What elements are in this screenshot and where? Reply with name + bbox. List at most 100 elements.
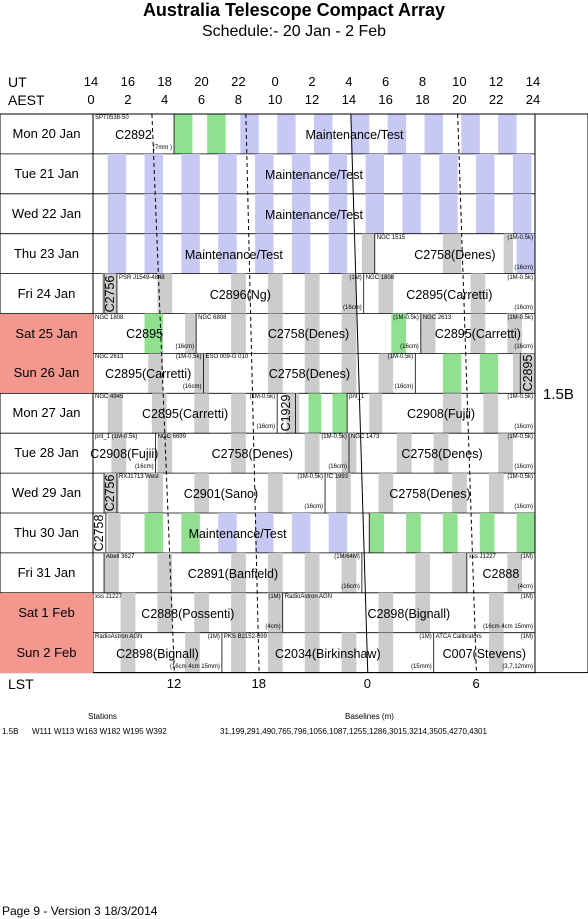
- page-subtitle: Schedule:- 20 Jan - 2 Feb: [201, 23, 387, 40]
- shade-strip: [120, 632, 136, 673]
- project-label: C2895(Carretti): [142, 407, 229, 422]
- project-label: C2898(Bignall): [116, 646, 199, 661]
- shade-strip: [507, 313, 523, 354]
- shade-strip: [144, 513, 163, 553]
- shade-strip: [479, 513, 495, 553]
- config-note: (1M): [419, 633, 432, 640]
- config-note: (1M-0.5k): [175, 354, 202, 361]
- band-note: (16cm 4cm 15mm): [482, 623, 533, 630]
- shade-strip: [516, 233, 535, 274]
- project-label: C2758(Denes): [268, 367, 351, 382]
- shade-strip: [267, 552, 283, 593]
- ut-tick: 6: [382, 74, 390, 89]
- day-label: Fri 24 Jan: [17, 285, 76, 301]
- aest-tick: 20: [452, 92, 467, 107]
- config-note: (1M-0.5k): [507, 274, 533, 281]
- shade-strip: [304, 632, 320, 673]
- project-label: C2756: [103, 275, 118, 312]
- shade-strip: [255, 193, 274, 234]
- shade-strip: [144, 153, 163, 194]
- source-label: NGC 1808: [365, 274, 395, 281]
- shade-strip: [439, 193, 458, 234]
- source-label: ATCA Calibrators: [435, 633, 482, 640]
- ut-tick: 20: [194, 74, 209, 89]
- shade-strip: [479, 353, 499, 394]
- aest-tick: 10: [267, 92, 283, 107]
- shade-strip: [328, 193, 348, 234]
- project-label: C2888: [482, 566, 520, 581]
- source-label: NGC 2613: [422, 314, 452, 321]
- project-label: C1929: [279, 394, 294, 432]
- shade-strip: [378, 592, 394, 633]
- shade-strip: [476, 193, 495, 234]
- source-label: Abell 3627: [106, 553, 135, 560]
- baselines-heading: Baselines (m): [345, 712, 394, 721]
- aest-tick: 16: [378, 92, 393, 107]
- day-label: Wed 22 Jan: [11, 205, 82, 221]
- shade-strip: [406, 513, 421, 553]
- ut-tick: 14: [525, 74, 541, 89]
- shade-strip: [174, 114, 193, 154]
- shade-strip: [369, 513, 384, 553]
- shade-strip: [181, 153, 200, 194]
- day-label: Thu 30 Jan: [13, 525, 80, 540]
- band-note: (16cm): [400, 344, 419, 351]
- aest-tick: 4: [161, 92, 169, 107]
- project-label: C2758(Denes): [211, 447, 293, 462]
- shade-strip: [255, 153, 274, 194]
- shade-strip: [378, 353, 394, 394]
- source-label: NGC 1473: [350, 434, 380, 441]
- source-label: IC 1993: [327, 474, 349, 481]
- day-label: Tue 28 Jan: [14, 445, 79, 461]
- source-label: SPT0538-50: [95, 115, 129, 121]
- aest-tick: 6: [197, 92, 206, 107]
- project-label: Maintenance/Test: [265, 167, 363, 182]
- config-note: (1M-0.5k): [507, 394, 533, 401]
- ut-tick: 18: [157, 74, 172, 89]
- source-label: RadioAstron AGN: [284, 593, 333, 600]
- lst-axis-label: LST: [8, 676, 34, 692]
- shade-strip: [304, 592, 320, 633]
- shade-strip: [488, 632, 504, 673]
- config-note: (1M-0.5k): [507, 234, 533, 241]
- shade-strip: [218, 193, 237, 234]
- shade-strip: [512, 193, 532, 234]
- aest-tick: 14: [341, 92, 357, 107]
- shade-strip: [286, 393, 300, 434]
- shade-strip: [151, 393, 167, 434]
- array-config-label: 1.5B: [543, 386, 574, 403]
- stations-heading: Stations: [88, 712, 117, 721]
- shade-strip: [231, 313, 246, 354]
- day-label: Fri 31 Jan: [17, 564, 76, 580]
- shade-strip: [498, 433, 513, 474]
- shade-strip: [107, 513, 121, 553]
- project-label: C2891(Banfield): [187, 566, 279, 581]
- band-note: (16cm): [514, 424, 533, 431]
- config-note: (1M): [520, 553, 533, 560]
- shade-strip: [336, 473, 351, 513]
- shade-strip: [341, 353, 357, 394]
- ut-tick: 14: [83, 74, 99, 89]
- band-note: (16cm): [175, 344, 195, 351]
- shade-strip: [157, 273, 173, 314]
- project-label: C2895: [126, 327, 163, 342]
- shade-strip: [512, 353, 535, 394]
- lst-track-line: [151, 113, 175, 673]
- project-label: C2901(Sano): [183, 487, 259, 502]
- shade-strip: [442, 353, 462, 394]
- lst-tick: 18: [251, 676, 266, 691]
- shade-strip: [181, 233, 200, 274]
- shade-strip: [277, 114, 296, 154]
- shade-strip: [488, 592, 504, 633]
- shade-strip: [218, 153, 237, 194]
- shade-strip: [396, 433, 412, 474]
- day-label: Sun 2 Feb: [0, 632, 93, 673]
- ut-tick: 12: [488, 74, 504, 89]
- project-label: C2908(Fujii): [407, 407, 476, 422]
- ut-tick: 16: [120, 74, 136, 89]
- shade-strip: [341, 313, 357, 354]
- aest-tick: 18: [415, 92, 430, 107]
- config-note: (1M): [207, 633, 220, 640]
- aest-axis-label: AEST: [8, 92, 45, 108]
- shade-strip: [452, 473, 467, 513]
